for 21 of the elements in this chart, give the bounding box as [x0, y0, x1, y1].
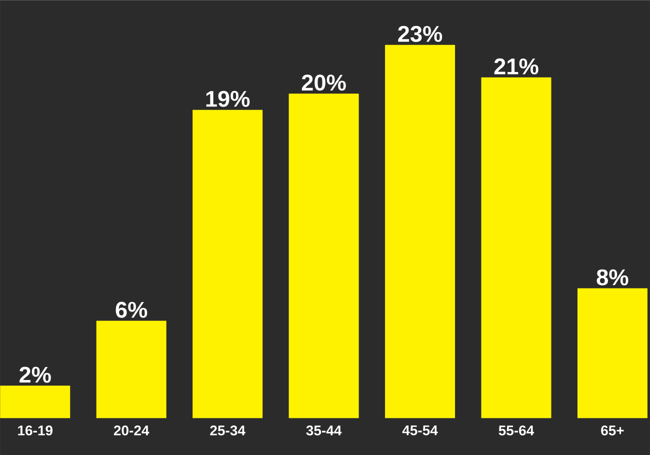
x-tick-label: 20-24 — [114, 425, 150, 436]
bar — [288, 94, 359, 418]
bar — [481, 77, 552, 418]
data-label: 2% — [20, 366, 51, 383]
bar — [385, 44, 456, 418]
bar — [577, 288, 648, 418]
data-label: 8% — [596, 269, 628, 286]
bar — [0, 386, 70, 418]
data-label: 23% — [398, 26, 442, 42]
bar — [192, 110, 263, 418]
x-tick-label: 35-44 — [306, 425, 342, 436]
x-tick-label: 55-64 — [498, 425, 534, 436]
x-tick-label: 65+ — [601, 425, 624, 436]
bar — [96, 320, 166, 418]
x-tick-label: 25-34 — [210, 425, 246, 436]
x-tick-label: 45-54 — [402, 425, 438, 436]
x-tick-label: 16-19 — [18, 425, 52, 436]
data-label: 20% — [302, 74, 346, 91]
data-label: 21% — [494, 58, 538, 74]
data-label: 19% — [206, 90, 250, 107]
data-label: 6% — [116, 302, 148, 318]
